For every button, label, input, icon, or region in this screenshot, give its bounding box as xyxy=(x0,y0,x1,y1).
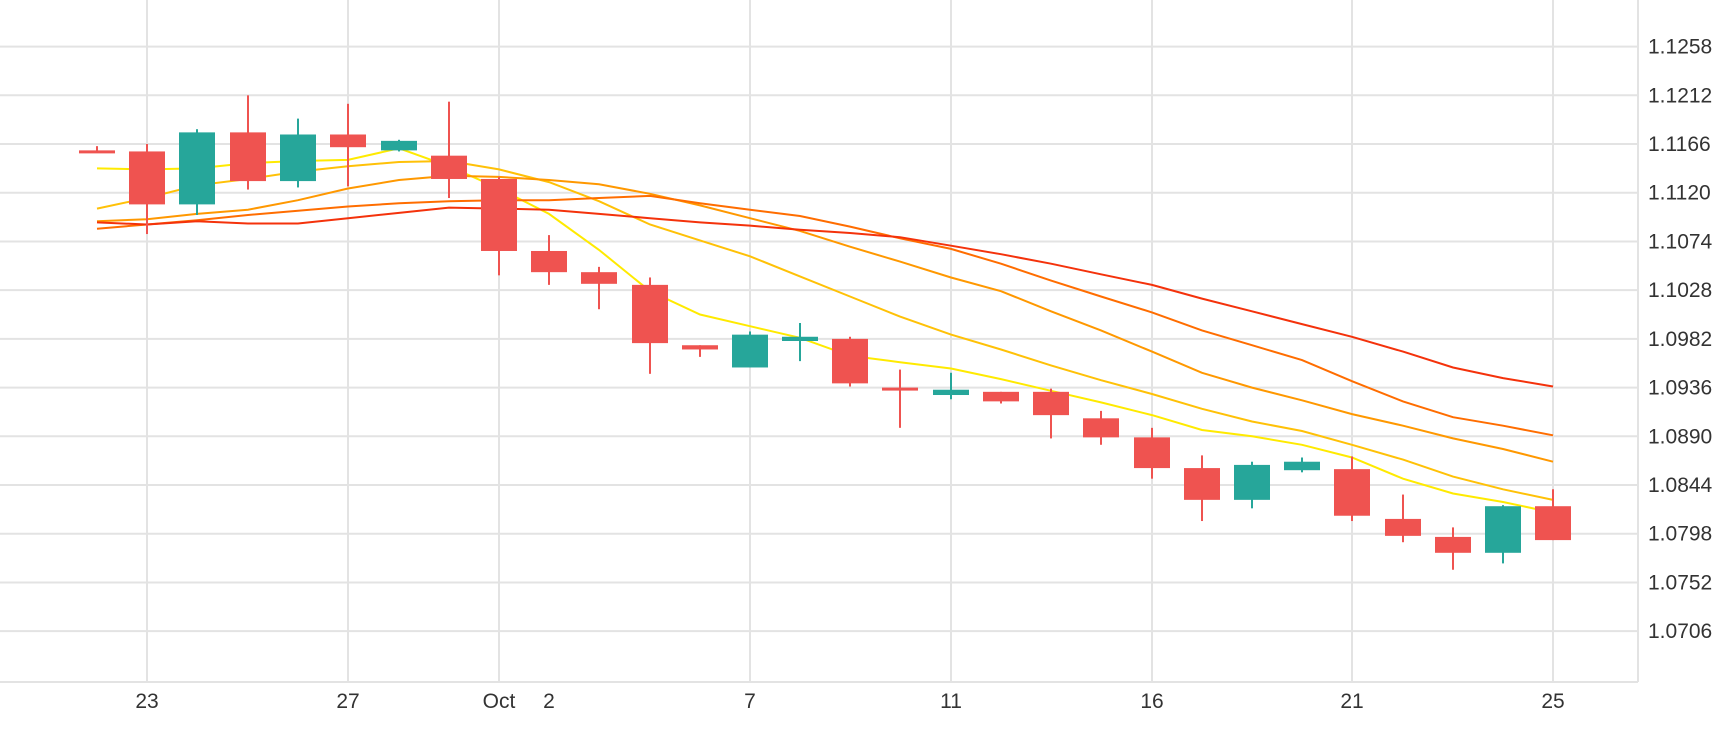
y-tick-label: 1.0752 xyxy=(1648,571,1712,594)
y-tick-label: 1.1074 xyxy=(1648,230,1713,253)
candle xyxy=(1134,427,1170,479)
moving-averages xyxy=(96,147,1554,514)
candle xyxy=(1535,489,1571,541)
candle-body xyxy=(933,389,969,396)
candle-body xyxy=(1535,506,1571,541)
candle xyxy=(1334,456,1370,522)
candle-body xyxy=(1184,468,1220,500)
x-tick-label: Oct xyxy=(483,690,516,713)
moving-average-line xyxy=(96,159,1554,501)
candle xyxy=(933,372,969,400)
candle-body xyxy=(1385,518,1421,536)
y-tick-label: 1.1212 xyxy=(1648,84,1712,107)
candle xyxy=(1234,461,1270,509)
x-tick-label: 11 xyxy=(940,690,962,713)
candle-body xyxy=(1234,464,1270,500)
y-tick-label: 1.0706 xyxy=(1648,620,1712,643)
candle-body xyxy=(1435,536,1471,553)
candle xyxy=(1485,505,1521,564)
candle-body xyxy=(832,338,868,384)
x-axis: 23 27 Oct 2 7 11 16 21 25 xyxy=(135,690,1564,713)
candle xyxy=(481,176,517,276)
candle xyxy=(129,144,165,235)
x-tick-label: 27 xyxy=(336,690,359,713)
candle-body xyxy=(79,150,115,154)
candle xyxy=(983,391,1019,404)
x-tick-label: 25 xyxy=(1541,690,1564,713)
x-tick-label: 21 xyxy=(1340,690,1363,713)
candle-body xyxy=(381,140,417,151)
candle-body xyxy=(129,151,165,205)
y-tick-label: 1.0982 xyxy=(1648,328,1712,351)
candle xyxy=(832,336,868,387)
candle-body xyxy=(1485,506,1521,553)
moving-average-line xyxy=(96,174,1554,463)
x-tick-label: 2 xyxy=(543,690,555,713)
y-tick-label: 1.1258 xyxy=(1648,36,1712,59)
candle-body xyxy=(782,336,818,341)
candle-body xyxy=(632,284,668,344)
candle xyxy=(79,146,115,154)
candle-body xyxy=(431,155,467,179)
moving-average-line xyxy=(96,194,1554,437)
candle xyxy=(732,331,768,368)
candle-body xyxy=(682,345,718,350)
candle-body xyxy=(1334,469,1370,516)
x-tick-label: 7 xyxy=(744,690,756,713)
y-tick-label: 1.0936 xyxy=(1648,377,1712,400)
x-tick-label: 16 xyxy=(1140,690,1163,713)
y-tick-label: 1.0890 xyxy=(1648,425,1712,448)
candle xyxy=(1435,527,1471,570)
candle xyxy=(1184,455,1220,522)
y-tick-label: 1.1166 xyxy=(1648,133,1711,156)
candle-body xyxy=(179,132,215,205)
y-tick-label: 1.0798 xyxy=(1648,523,1712,546)
candle xyxy=(682,345,718,357)
candle xyxy=(179,129,215,215)
candle-body xyxy=(330,134,366,148)
candle xyxy=(882,369,918,428)
candle xyxy=(1385,494,1421,543)
y-tick-label: 1.1120 xyxy=(1648,182,1711,205)
candle-body xyxy=(581,272,617,284)
candle xyxy=(531,235,567,285)
candle-body xyxy=(732,334,768,368)
moving-average-line xyxy=(96,206,1554,388)
candle-body xyxy=(230,132,266,182)
candle-body xyxy=(882,387,918,391)
candle xyxy=(330,103,366,187)
candle-body xyxy=(481,178,517,251)
candle xyxy=(1033,388,1069,439)
candles xyxy=(79,95,1571,570)
candle-body xyxy=(1033,391,1069,416)
moving-average-line xyxy=(96,147,1554,514)
candle xyxy=(632,277,668,374)
candle xyxy=(1284,457,1320,473)
candle xyxy=(581,266,617,310)
x-tick-label: 23 xyxy=(135,690,158,713)
candle xyxy=(1083,410,1119,445)
candle-body xyxy=(1134,437,1170,469)
candle-body xyxy=(1083,418,1119,438)
candle xyxy=(230,95,266,190)
candle xyxy=(381,139,417,152)
candle xyxy=(280,118,316,188)
candle-body xyxy=(1284,461,1320,471)
candle-body xyxy=(531,250,567,273)
candle xyxy=(782,322,818,362)
y-tick-label: 1.0844 xyxy=(1648,474,1713,497)
candle xyxy=(431,101,467,199)
y-tick-label: 1.1028 xyxy=(1648,279,1712,302)
y-axis: 1.1258 1.1212 1.1166 1.1120 1.1074 1.1028 1.09… xyxy=(1648,36,1713,644)
grid xyxy=(0,0,1639,683)
candle-body xyxy=(280,134,316,182)
candle-body xyxy=(983,391,1019,402)
